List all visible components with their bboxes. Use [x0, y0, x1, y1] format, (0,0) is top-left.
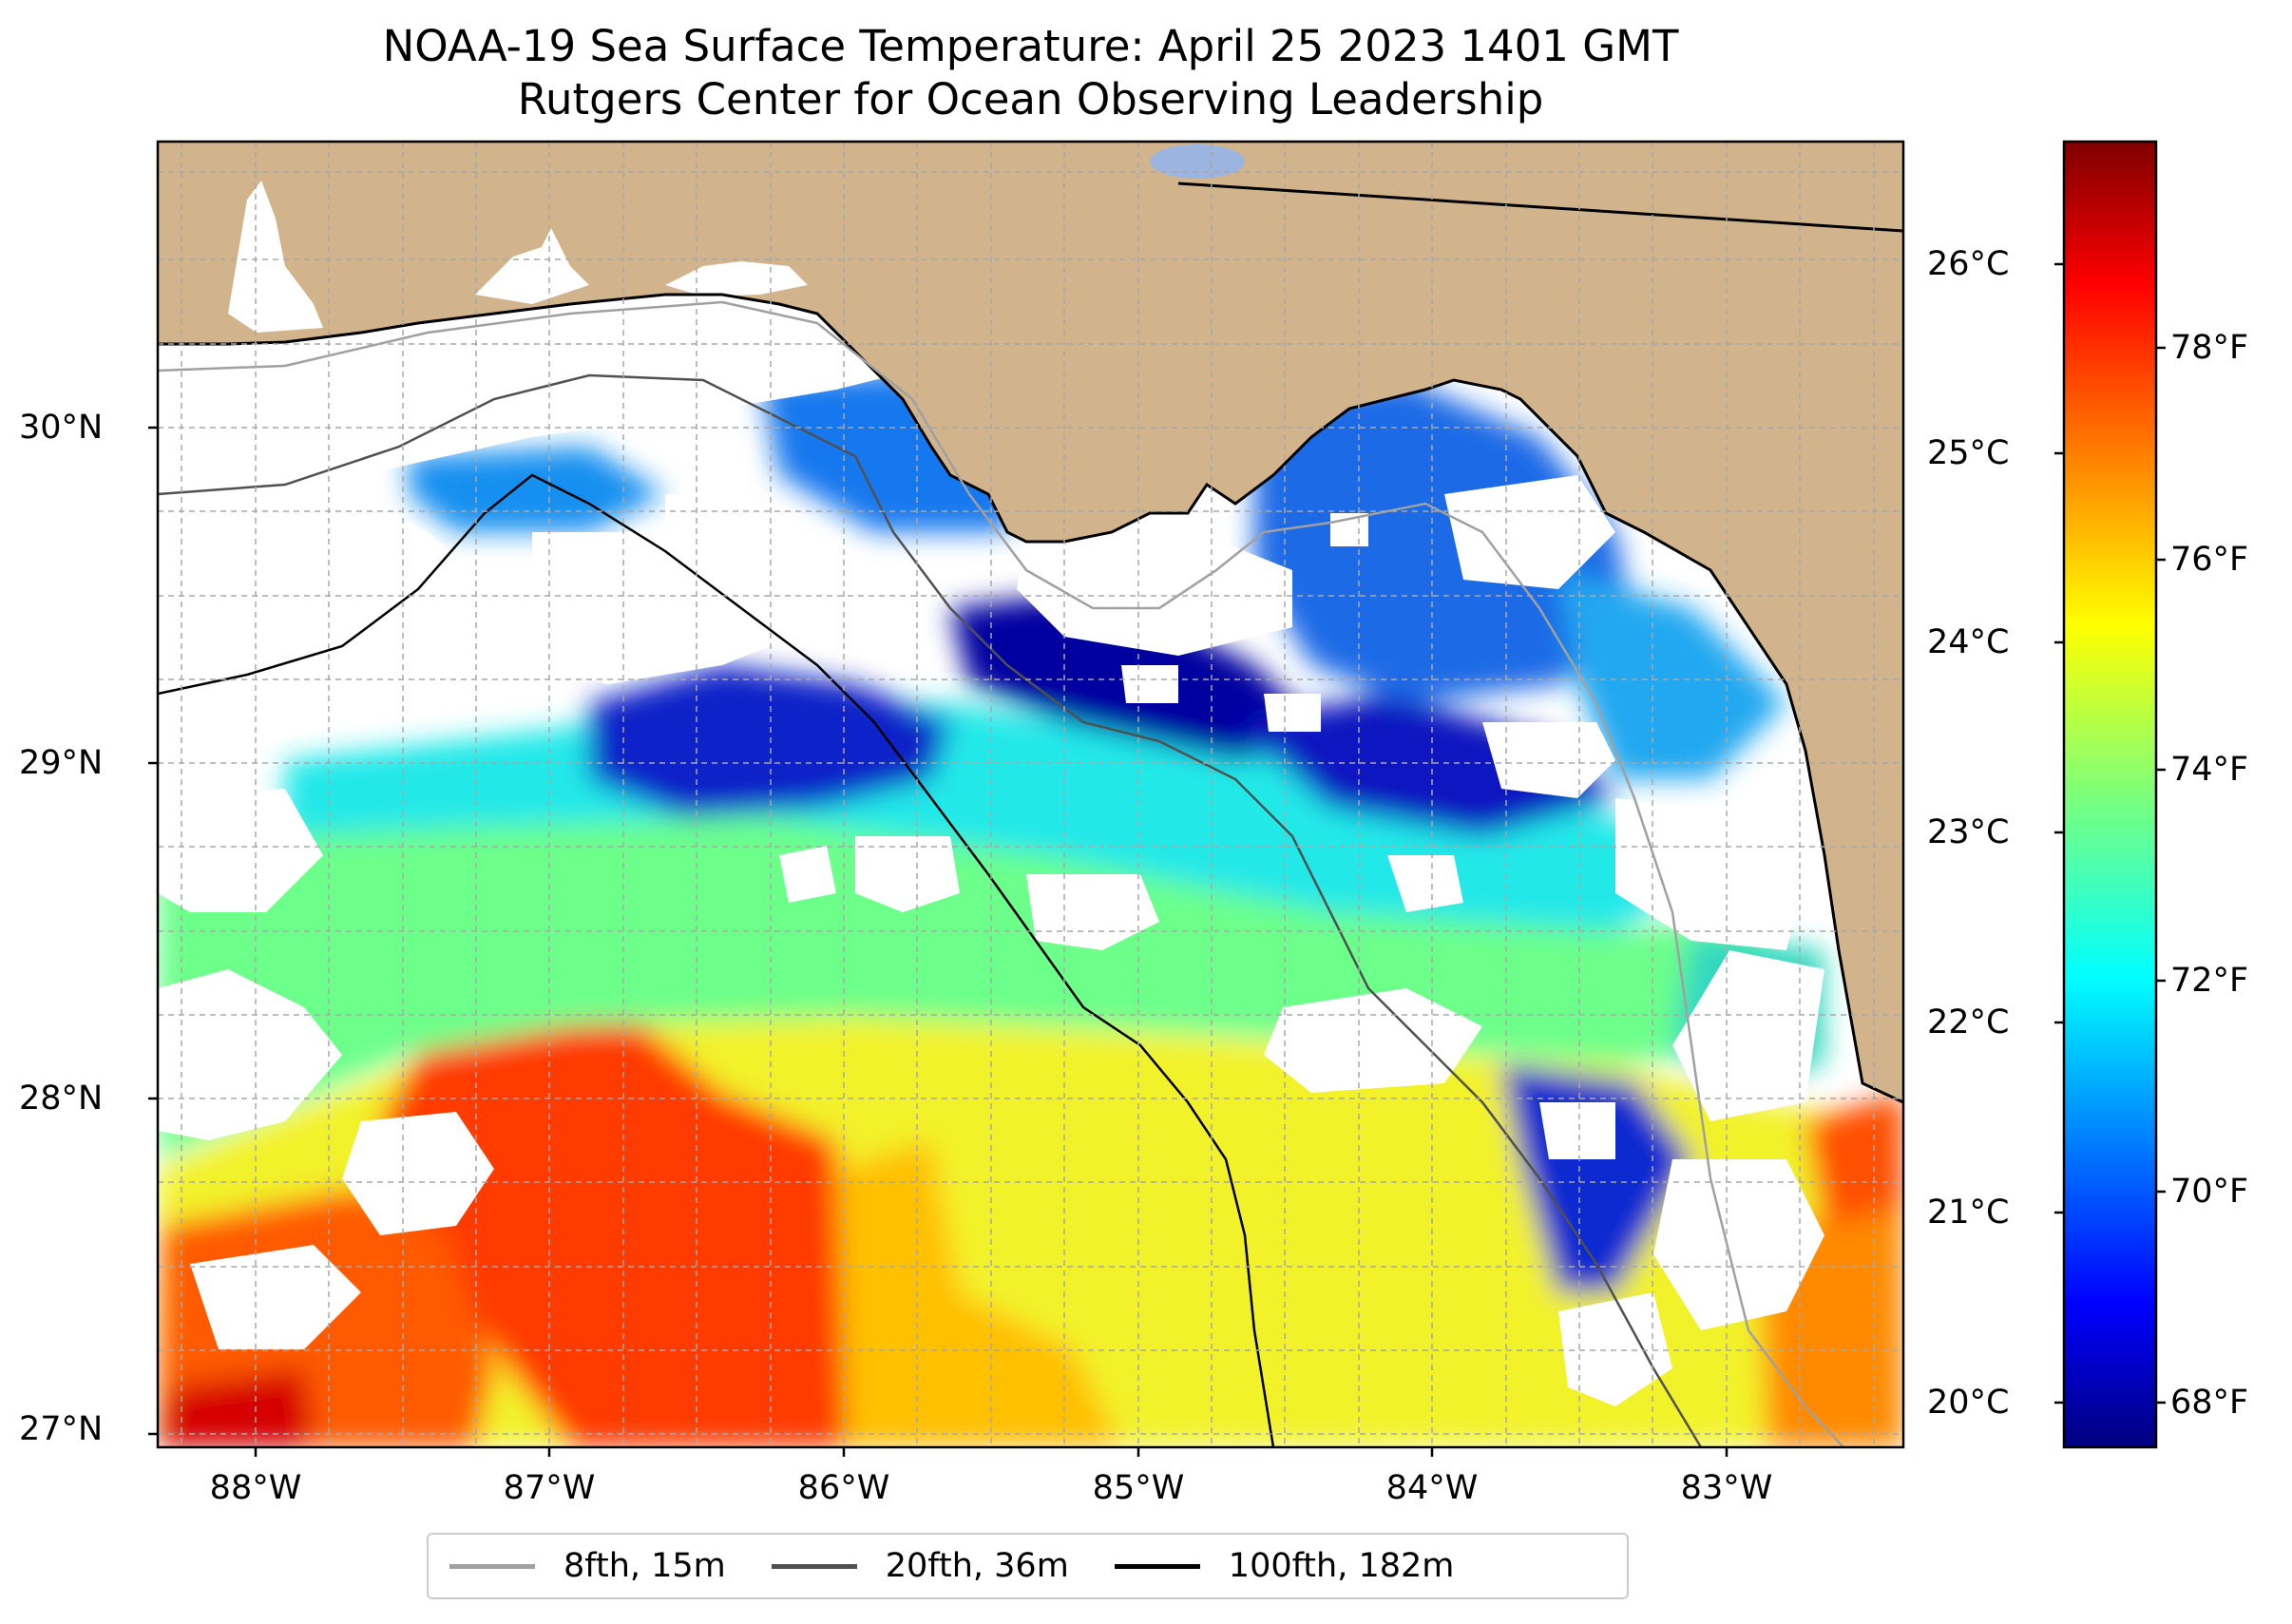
map-frame — [156, 140, 1905, 1449]
legend-label: 100fth, 182m — [1228, 1547, 1455, 1585]
colorbar-fahrenheit-label: 74°F — [2170, 751, 2249, 789]
contour-20fth — [158, 373, 1703, 1447]
legend-item-8fth: 8fth, 15m — [449, 1547, 726, 1585]
colorbar-celsius-label: 22°C — [1927, 1003, 2010, 1041]
colorbar-celsius-label: 25°C — [1927, 434, 2010, 472]
legend-line-icon — [1114, 1563, 1200, 1569]
legend: 8fth, 15m 20fth, 36m 100fth, 182m — [427, 1533, 1629, 1599]
colorbar-fahrenheit-label: 70°F — [2170, 1173, 2249, 1211]
colorbar-celsius-label: 26°C — [1927, 245, 2010, 283]
colorbar-fahrenheit-label: 72°F — [2170, 962, 2249, 1000]
legend-line-icon — [771, 1563, 857, 1569]
lat-tick-label: 28°N — [19, 1079, 104, 1118]
legend-label: 8fth, 15m — [563, 1547, 726, 1585]
colorbar-fahrenheit-label: 76°F — [2170, 541, 2249, 579]
lon-tick-label: 85°W — [1092, 1469, 1185, 1507]
lon-tick-label: 84°W — [1385, 1469, 1479, 1507]
lon-tick-label: 83°W — [1680, 1469, 1773, 1507]
colorbar-frame — [2062, 140, 2158, 1449]
map-title: NOAA-19 Sea Surface Temperature: April 2… — [382, 21, 1679, 71]
contour-100fth — [158, 473, 1275, 1447]
legend-line-icon — [449, 1563, 535, 1569]
colorbar-celsius-label: 21°C — [1927, 1194, 2010, 1232]
colorbar-celsius-label: 20°C — [1927, 1384, 2010, 1422]
colorbar-celsius-label: 23°C — [1927, 813, 2010, 851]
sst-field — [158, 142, 1903, 1447]
lon-tick-label: 88°W — [209, 1469, 302, 1507]
lat-tick-label: 27°N — [19, 1410, 104, 1448]
colorbar-celsius-label: 24°C — [1927, 623, 2010, 661]
colorbar-ticks — [2054, 262, 2166, 1404]
lat-tick-label: 29°N — [19, 744, 104, 782]
map-subtitle: Rutgers Center for Ocean Observing Leade… — [517, 74, 1544, 124]
graticule — [158, 142, 1903, 1447]
lon-tick-label: 87°W — [503, 1469, 596, 1507]
legend-item-100fth: 100fth, 182m — [1114, 1547, 1455, 1585]
legend-item-20fth: 20fth, 36m — [771, 1547, 1069, 1585]
colorbar-fahrenheit-label: 68°F — [2170, 1384, 2249, 1422]
contour-8fth — [158, 300, 1844, 1447]
lat-tick-label: 30°N — [19, 409, 104, 447]
legend-label: 20fth, 36m — [885, 1547, 1069, 1585]
lon-tick-label: 86°W — [797, 1469, 890, 1507]
colorbar-fahrenheit-label: 78°F — [2170, 329, 2249, 367]
axis-ticks — [148, 426, 1729, 1457]
colorbar — [2064, 142, 2156, 1447]
